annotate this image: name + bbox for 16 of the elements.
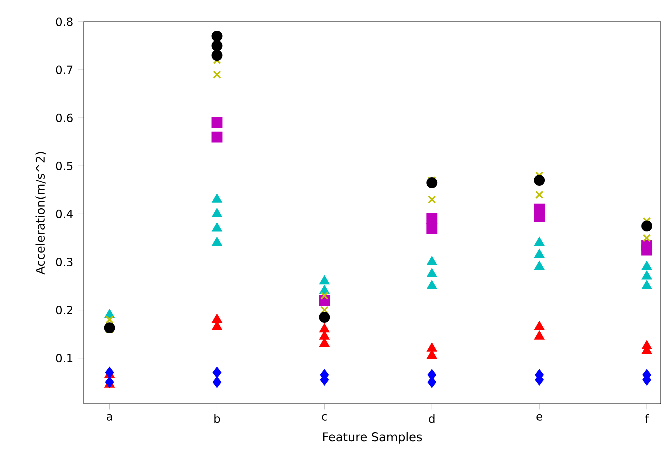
x-axis-title: Feature Samples xyxy=(323,432,422,444)
y-tick-label: 0.2 xyxy=(56,306,72,315)
y-tick-label: 0.1 xyxy=(56,354,73,363)
x-tick-label: e xyxy=(536,414,542,421)
x-tick-label: b xyxy=(214,414,220,424)
x-tick-label: f xyxy=(645,414,650,424)
y-axis-title: Acceleration(m/s^2) xyxy=(36,152,46,275)
y-tick-label: 0.8 xyxy=(56,18,73,26)
y-tick-label: 0.6 xyxy=(56,114,73,122)
x-tick-label: c xyxy=(322,414,328,421)
x-tick-label: a xyxy=(107,414,112,421)
y-tick-label: 0.3 xyxy=(56,258,73,267)
x-tick-label: d xyxy=(429,414,435,424)
y-tick-label: 0.5 xyxy=(56,162,73,170)
y-tick-label: 0.7 xyxy=(56,66,73,74)
y-tick-label: 0.4 xyxy=(56,210,73,218)
